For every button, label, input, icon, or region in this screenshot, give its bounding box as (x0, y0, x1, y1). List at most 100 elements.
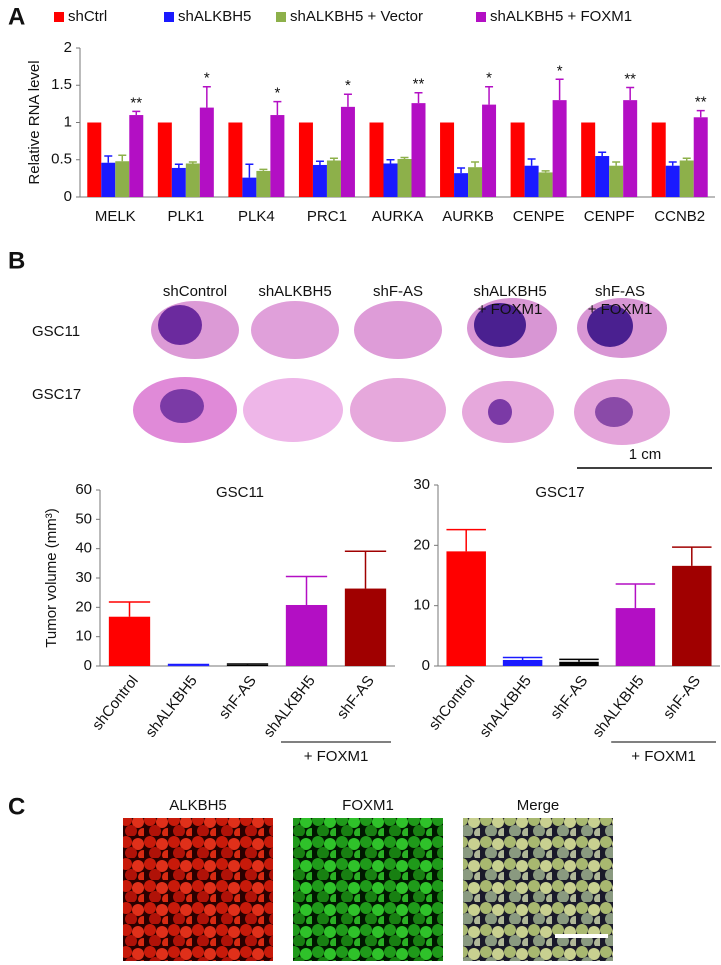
bar (559, 661, 599, 666)
error-bar (259, 168, 268, 171)
bar (446, 551, 486, 666)
error-bar (343, 93, 352, 107)
brain-sections: 1 cm GSC11 GSC17 (32, 298, 712, 469)
legend-swatch (476, 12, 486, 22)
error-bar (329, 157, 338, 161)
error-bar (414, 91, 423, 104)
alkbh5-image (123, 818, 273, 961)
bar (679, 160, 694, 197)
bar (340, 106, 355, 197)
bar (609, 165, 624, 197)
panel-label: B (8, 247, 25, 274)
bar (468, 167, 483, 197)
y-tick-label: 30 (75, 569, 92, 586)
bar (226, 664, 269, 666)
legend-swatch (164, 12, 174, 22)
bar (397, 159, 412, 197)
bar (510, 122, 525, 197)
error-bar (245, 163, 254, 178)
error-bar (485, 85, 494, 105)
bar (623, 100, 638, 197)
y-tick-label: 2 (64, 39, 72, 56)
error-bar (273, 100, 282, 116)
legend-label: shALKBH5 + Vector (290, 8, 423, 25)
y-tick-label: 1.5 (51, 76, 72, 93)
error-bar (118, 154, 127, 162)
y-tick-label: 30 (413, 476, 430, 493)
chart-title: GSC11 (216, 484, 264, 501)
bar (242, 177, 257, 197)
y-tick-label: 0 (64, 188, 72, 205)
bar (538, 172, 553, 197)
x-tick-label: CENPE (513, 208, 565, 225)
bar (108, 616, 151, 666)
bar (552, 100, 567, 197)
bar (101, 162, 116, 197)
bar (167, 665, 210, 667)
x-tick-label: PLK4 (238, 208, 275, 225)
x-tick-label: shF-AS (216, 672, 260, 722)
legend-label: shALKBH5 + FOXM1 (490, 8, 632, 25)
error-bar (668, 161, 677, 166)
x-tick-label: CCNB2 (654, 208, 705, 225)
column-label: shALKBH5 (473, 283, 546, 300)
error-bar (541, 170, 550, 173)
bar (482, 104, 497, 197)
column-label: shALKBH5 (258, 283, 331, 300)
bar (312, 164, 327, 197)
error-bar (132, 110, 141, 116)
error-bar (400, 156, 409, 160)
x-tick-label: PLK1 (167, 208, 204, 225)
bar (228, 122, 243, 197)
x-tick-label: shControl (89, 672, 142, 733)
bar (615, 608, 656, 666)
bar (665, 165, 680, 197)
row-label: GSC11 (32, 323, 80, 340)
bar (171, 167, 186, 197)
x-tick-label: shALKBH5 (142, 672, 201, 740)
bar (157, 122, 172, 197)
error-bar (446, 528, 486, 552)
staining: ALKBH5 FOXM1 Merge (123, 797, 613, 961)
legend-swatch (276, 12, 286, 22)
y-tick-label: 0 (84, 657, 92, 674)
x-tick-label: CENPF (584, 208, 635, 225)
error-bar (188, 161, 197, 164)
error-bar (202, 85, 211, 108)
column-label: + FOXM1 (478, 301, 543, 318)
error-bar (598, 151, 607, 157)
y-tick-label: 0.5 (51, 151, 72, 168)
bar (326, 160, 341, 197)
x-tick-label: AURKA (372, 208, 424, 225)
bar (129, 115, 144, 197)
significance: * (345, 77, 351, 94)
significance: * (557, 62, 563, 79)
x-tick-label: PRC1 (307, 208, 347, 225)
error-bar (559, 658, 599, 662)
scale-bar-label: 1 cm (629, 446, 662, 463)
legend-label: shALKBH5 (178, 8, 251, 25)
bar (595, 156, 610, 197)
error-bar (615, 583, 656, 609)
x-tick-label: shALKBH5 (260, 672, 319, 740)
brain-row (151, 298, 667, 359)
error-bar (108, 601, 151, 617)
error-bar (696, 109, 705, 118)
bar (651, 122, 666, 197)
x-tick-label: shF-AS (547, 672, 591, 722)
bar (270, 115, 285, 197)
y-tick-label: 20 (75, 598, 92, 615)
bar (672, 565, 712, 666)
y-tick-label: 60 (75, 481, 92, 498)
error-bar (527, 158, 536, 166)
y-tick-label: 40 (75, 540, 92, 557)
image-title: ALKBH5 (169, 797, 227, 814)
column-label: + FOXM1 (588, 301, 653, 318)
column-label: shF-AS (373, 283, 423, 300)
chart-title: GSC17 (535, 484, 584, 501)
panel-label: C (8, 793, 25, 820)
bar (298, 122, 313, 197)
bar (581, 122, 596, 197)
bar (454, 173, 469, 197)
group-label: + FOXM1 (304, 748, 369, 765)
